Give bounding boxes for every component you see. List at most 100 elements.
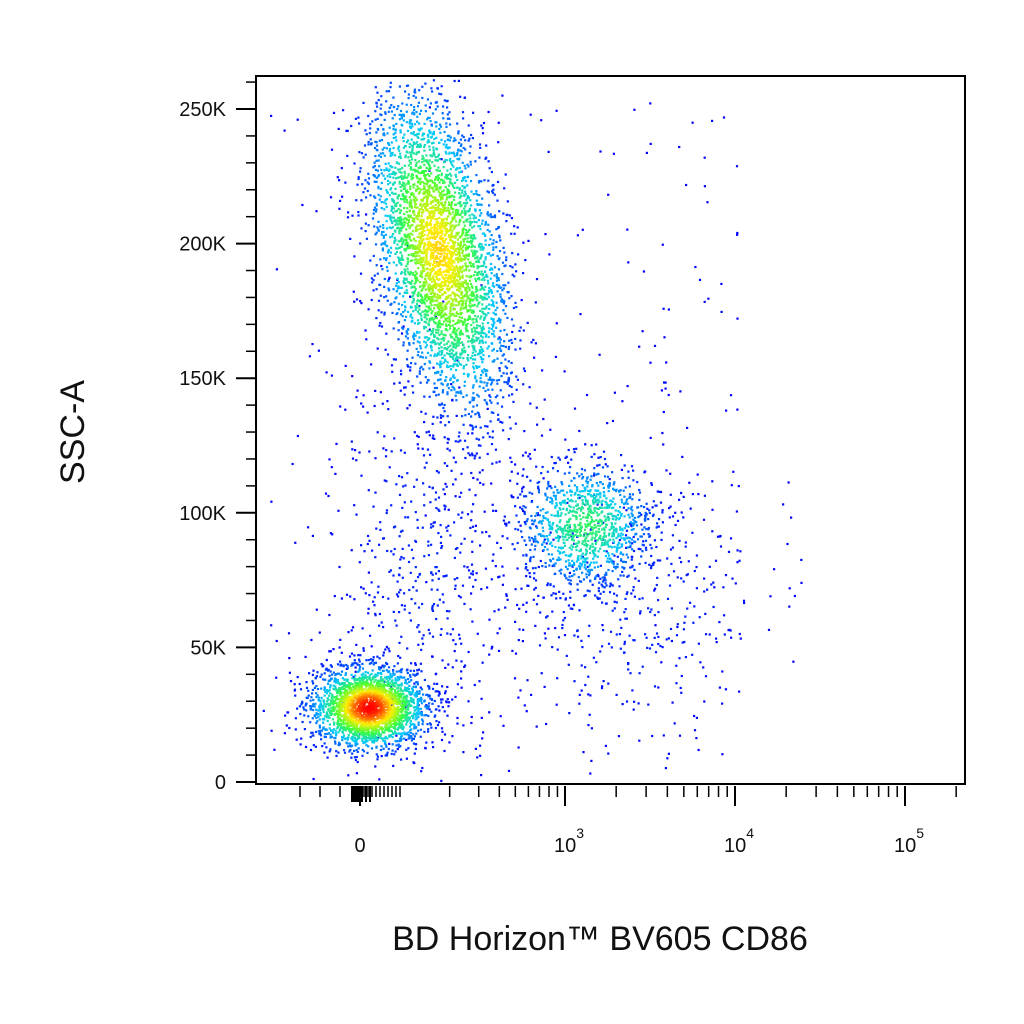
data-point	[454, 394, 457, 397]
data-point	[434, 673, 437, 676]
data-point	[399, 369, 403, 372]
data-point	[480, 315, 483, 318]
data-point	[447, 524, 450, 527]
data-point	[471, 137, 474, 140]
data-point	[410, 598, 413, 601]
data-point	[481, 348, 484, 351]
data-point	[403, 604, 406, 607]
data-point	[310, 696, 313, 699]
data-point	[389, 147, 392, 151]
data-point	[481, 285, 484, 288]
data-point	[350, 652, 354, 655]
data-point	[485, 265, 488, 269]
data-point	[458, 196, 461, 199]
data-point	[432, 603, 436, 606]
data-point	[326, 682, 330, 685]
data-point	[595, 661, 598, 664]
data-point	[597, 565, 600, 568]
data-point	[601, 522, 604, 526]
data-point	[362, 735, 365, 738]
data-point	[444, 146, 447, 149]
data-point	[428, 708, 431, 711]
data-point	[551, 610, 554, 613]
data-point	[471, 386, 475, 389]
data-point	[354, 117, 357, 120]
data-point	[370, 142, 373, 145]
data-point	[481, 287, 485, 290]
data-point	[545, 498, 548, 501]
data-point	[586, 485, 589, 488]
data-point	[528, 452, 531, 456]
data-point	[431, 422, 434, 425]
data-point	[305, 709, 308, 712]
data-point	[481, 272, 484, 276]
data-point	[497, 576, 500, 579]
data-point	[440, 93, 443, 96]
data-point	[427, 695, 430, 698]
data-point	[449, 534, 452, 537]
data-point	[339, 199, 342, 202]
data-point	[329, 686, 332, 689]
data-point	[582, 476, 585, 479]
data-point	[439, 365, 442, 368]
data-point	[573, 561, 576, 564]
data-point	[654, 651, 658, 654]
data-point	[444, 692, 447, 695]
data-point	[443, 410, 446, 413]
data-point	[441, 112, 444, 115]
data-point	[535, 278, 539, 281]
data-point	[419, 347, 422, 350]
data-point	[496, 319, 499, 322]
data-point	[400, 177, 404, 180]
data-point	[421, 134, 424, 137]
data-point	[415, 133, 419, 136]
data-point	[588, 713, 591, 716]
data-point	[374, 678, 377, 682]
data-point	[652, 563, 655, 566]
data-point	[483, 399, 486, 402]
data-point	[631, 515, 634, 518]
data-point	[499, 321, 502, 324]
data-point	[419, 728, 422, 731]
data-point	[458, 141, 461, 144]
data-point	[429, 344, 433, 347]
data-point	[337, 682, 341, 685]
data-point	[415, 673, 418, 676]
data-point	[440, 535, 443, 538]
data-point	[347, 736, 350, 739]
data-point	[440, 628, 443, 631]
data-point	[400, 174, 403, 178]
data-point	[315, 210, 318, 213]
data-point	[622, 574, 625, 577]
data-point	[613, 481, 616, 484]
data-point	[630, 465, 634, 468]
data-point	[431, 687, 435, 690]
data-point	[585, 477, 589, 480]
data-point	[586, 476, 589, 479]
data-point	[409, 313, 413, 316]
data-point	[662, 307, 665, 310]
data-point	[390, 110, 393, 113]
data-point	[535, 603, 539, 606]
data-point	[315, 721, 318, 725]
data-point	[419, 367, 422, 370]
data-point	[560, 546, 563, 549]
data-point	[501, 289, 504, 292]
data-point	[372, 254, 375, 258]
data-point	[452, 342, 455, 345]
data-point	[330, 677, 333, 680]
data-point	[572, 535, 575, 538]
data-point	[471, 550, 474, 553]
data-point	[484, 567, 487, 570]
data-point	[436, 724, 440, 727]
data-point	[374, 196, 377, 199]
data-point	[414, 579, 417, 583]
data-point	[592, 656, 595, 659]
data-point	[589, 528, 592, 531]
data-point	[357, 214, 360, 217]
data-point	[622, 489, 625, 492]
data-point	[399, 185, 402, 189]
data-point	[398, 591, 401, 594]
data-point	[374, 737, 377, 740]
data-point	[383, 737, 386, 740]
